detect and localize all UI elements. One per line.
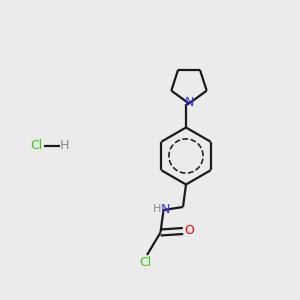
Text: N: N <box>160 203 170 216</box>
Text: N: N <box>185 96 194 110</box>
Text: Cl: Cl <box>140 256 152 269</box>
Text: H: H <box>153 204 162 214</box>
Text: Cl: Cl <box>30 139 42 152</box>
Text: H: H <box>60 139 69 152</box>
Text: O: O <box>185 224 194 238</box>
